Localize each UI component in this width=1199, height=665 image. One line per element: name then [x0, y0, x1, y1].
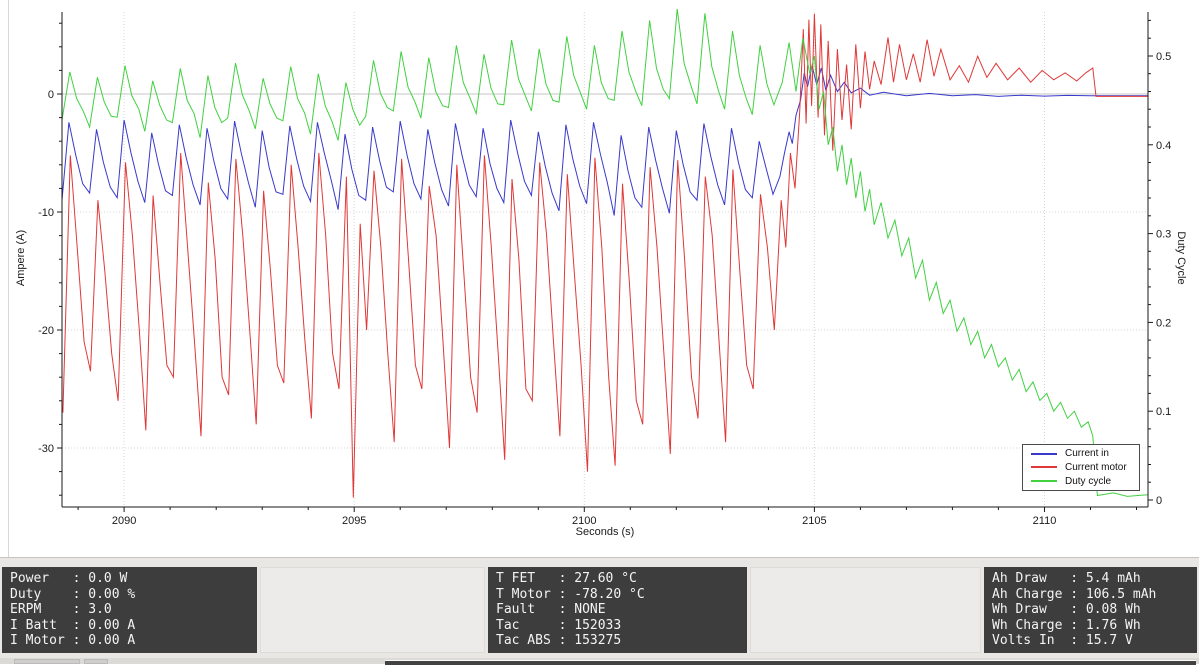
telemetry-label: Ah Draw: [992, 571, 1047, 586]
telemetry-value: 1.76 Wh: [1085, 617, 1141, 633]
telemetry-row: Wh Draw:0.08 Wh: [992, 602, 1189, 618]
telemetry-value: 5.4 mAh: [1085, 571, 1141, 586]
legend: Current in Current motor Duty cycle: [1022, 444, 1140, 491]
separator: :: [1070, 617, 1079, 633]
svg-text:0: 0: [1156, 495, 1162, 507]
telemetry-row: Duty:0.00 %: [10, 587, 249, 603]
separator: :: [72, 602, 81, 617]
telemetry-row: Fault: NONE: [496, 602, 739, 618]
separator: :: [72, 617, 81, 633]
svg-text:-10: -10: [38, 207, 54, 219]
svg-text:2105: 2105: [802, 515, 826, 527]
svg-text:-20: -20: [38, 325, 54, 337]
separator: :: [558, 633, 567, 648]
separator: :: [1070, 602, 1079, 617]
separator: :: [1070, 586, 1079, 602]
separator: :: [558, 586, 567, 602]
telemetry-row: Volts In:15.7 V: [992, 633, 1189, 649]
telemetry-label: T Motor: [496, 586, 551, 602]
telemetry-value: 0.08 Wh: [1085, 602, 1141, 617]
telemetry-panel-power: Power:0.0 W Duty:0.00 % ERPM:3.0 I Batt:…: [2, 567, 257, 653]
telemetry-row: I Batt:0.00 A: [10, 618, 249, 634]
svg-text:0.4: 0.4: [1156, 140, 1171, 152]
separator: :: [72, 633, 81, 648]
spacer-box: [260, 567, 485, 653]
left-axis-title: Ampere (A): [15, 229, 27, 287]
telemetry-label: Wh Charge: [992, 617, 1063, 633]
telemetry-row: Ah Charge:106.5 mAh: [992, 587, 1189, 603]
telemetry-row: Ah Draw:5.4 mAh: [992, 571, 1189, 587]
telemetry-value: 0.00 %: [88, 586, 136, 602]
telemetry-row: I Motor:0.00 A: [10, 633, 249, 649]
telemetry-row: Power:0.0 W: [10, 571, 249, 587]
bottom-strip-button[interactable]: [14, 659, 80, 664]
telemetry-value: 0.00 A: [88, 617, 136, 633]
telemetry-panel-temps: T FET:27.60 °C T Motor: -78.20 °C Fault: N…: [488, 567, 747, 653]
telemetry-label: I Motor: [10, 633, 65, 648]
legend-line-swatch-blue: [1031, 452, 1057, 455]
telemetry-row: Tac ABS:153275: [496, 633, 739, 649]
legend-line-swatch-red: [1031, 466, 1057, 469]
separator: :: [558, 617, 567, 633]
telemetry-panel-energy: Ah Draw:5.4 mAh Ah Charge:106.5 mAh Wh D…: [984, 567, 1197, 653]
legend-label: Current in: [1065, 448, 1109, 460]
svg-text:2090: 2090: [112, 515, 136, 527]
telemetry-row: Tac:152033: [496, 618, 739, 634]
telemetry-row: T FET:27.60 °C: [496, 571, 739, 587]
telemetry-row: T Motor: -78.20 °C: [496, 587, 739, 603]
telemetry-label: T FET: [496, 571, 536, 586]
telemetry-value: 0.0 W: [88, 571, 128, 586]
telemetry-row: Wh Charge:1.76 Wh: [992, 618, 1189, 634]
telemetry-row: ERPM:3.0: [10, 602, 249, 618]
telemetry-value: NONE: [574, 602, 606, 617]
telemetry-label: Power: [10, 571, 50, 586]
legend-item-current-motor[interactable]: Current motor: [1023, 461, 1139, 474]
telemetry-value: 3.0: [88, 602, 112, 617]
telemetry-label: Tac: [496, 617, 520, 633]
svg-text:0: 0: [48, 89, 54, 101]
svg-text:0.5: 0.5: [1156, 51, 1171, 63]
telemetry-label: Tac ABS: [496, 633, 551, 648]
legend-label: Duty cycle: [1065, 475, 1112, 487]
svg-text:0.1: 0.1: [1156, 406, 1171, 418]
realtime-chart[interactable]: 2090 2095 2100 2105 2110 0 -10 -20 -30 0 0.1 0.2 0.3…: [0, 0, 1199, 557]
right-axis-title: Duty Cycle: [1175, 231, 1187, 285]
separator: :: [72, 586, 81, 602]
bottom-strip-button[interactable]: [84, 659, 108, 664]
separator: :: [558, 602, 567, 617]
legend-label: Current motor: [1065, 461, 1127, 473]
telemetry-label: Wh Draw: [992, 602, 1047, 617]
telemetry-label: Duty: [10, 586, 42, 602]
telemetry-label: Ah Charge: [992, 586, 1063, 602]
telemetry-label: ERPM: [10, 602, 42, 617]
telemetry-value: 0.00 A: [88, 633, 136, 648]
telemetry-value: -78.20 °C: [574, 586, 645, 602]
svg-text:2100: 2100: [572, 515, 596, 527]
telemetry-bar: Power:0.0 W Duty:0.00 % ERPM:3.0 I Batt:…: [0, 557, 1199, 665]
telemetry-value: 153275: [574, 633, 622, 648]
separator: :: [72, 571, 81, 586]
svg-text:0.3: 0.3: [1156, 229, 1171, 241]
separator: :: [1070, 571, 1079, 586]
svg-text:2110: 2110: [1033, 515, 1057, 527]
spacer-box: [750, 567, 981, 653]
separator: :: [1070, 633, 1079, 648]
plot-canvas[interactable]: 2090 2095 2100 2105 2110 0 -10 -20 -30 0 0.1 0.2 0.3…: [0, 0, 1199, 557]
telemetry-value: 27.60 °C: [574, 571, 637, 586]
svg-text:2095: 2095: [342, 515, 366, 527]
telemetry-label: Fault: [496, 602, 536, 617]
telemetry-value: 15.7 V: [1085, 633, 1133, 648]
legend-item-current-in[interactable]: Current in: [1023, 447, 1139, 460]
x-axis-title: Seconds (s): [575, 526, 635, 538]
legend-line-swatch-green: [1031, 480, 1057, 483]
svg-text:0.2: 0.2: [1156, 317, 1171, 329]
legend-item-duty-cycle[interactable]: Duty cycle: [1023, 475, 1139, 488]
telemetry-label: Volts In: [992, 633, 1055, 648]
svg-text:-30: -30: [38, 443, 54, 455]
left-edge-divider: [8, 0, 9, 557]
separator: :: [558, 571, 567, 586]
telemetry-label: I Batt: [10, 617, 57, 633]
telemetry-value: 106.5 mAh: [1085, 586, 1157, 602]
telemetry-value: 152033: [574, 617, 622, 633]
